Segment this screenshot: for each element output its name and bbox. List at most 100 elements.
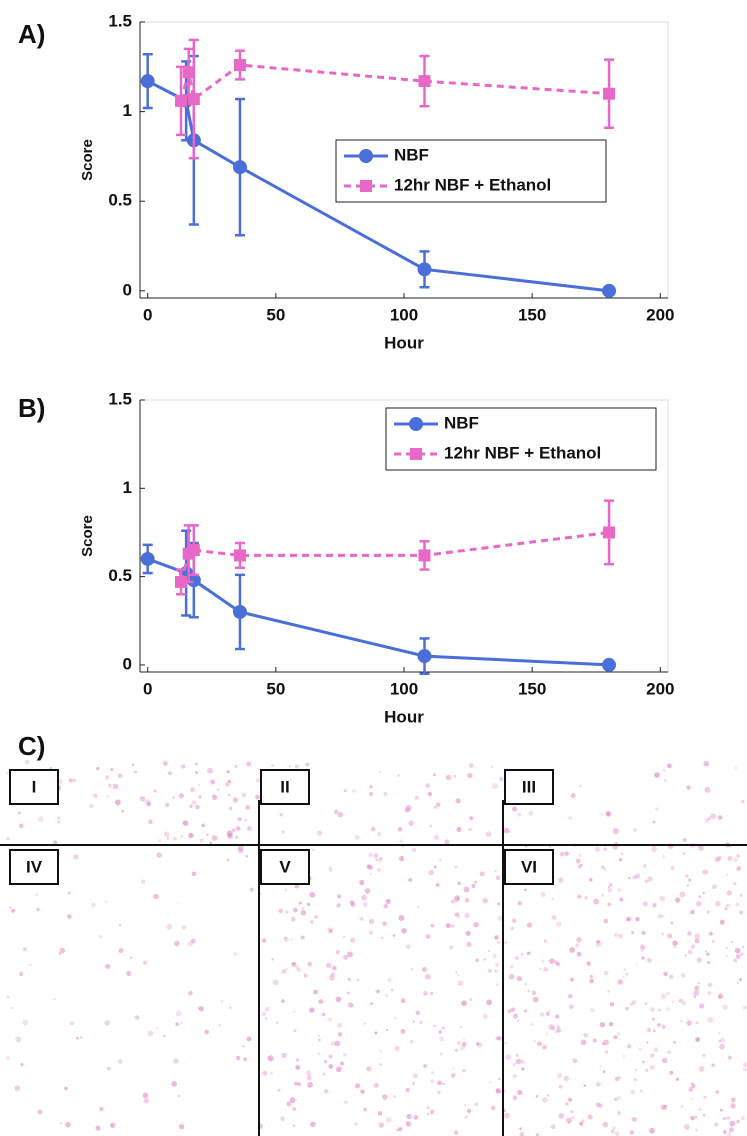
stain-dot [423,1064,427,1068]
stain-dot [526,922,533,928]
marker [233,549,246,562]
stain-dot [640,944,646,950]
stain-dot [486,999,493,1006]
stain-dot [328,866,332,870]
stain-dot [143,1098,149,1104]
stain-dot [281,999,285,1003]
panel-label: B) [18,393,45,423]
stain-dot [104,1020,110,1026]
stain-dot [654,807,659,811]
stain-dot [279,812,284,817]
stain-dot [237,848,244,854]
stain-dot [735,902,740,907]
stain-dot [657,1008,661,1012]
stain-dot [454,912,460,917]
stain-dot [714,1122,719,1127]
stain-dot [619,897,624,902]
stain-dot [556,1028,562,1033]
x-tick-label: 200 [646,305,674,324]
stain-dot [725,946,728,950]
stain-dot [104,775,110,780]
stain-dot [89,803,94,809]
stain-dot [543,967,549,972]
stain-dot [602,1121,609,1128]
y-axis-label: Score [79,139,96,181]
stain-dot [398,1127,403,1132]
stain-dot [233,952,238,956]
stain-dot [91,902,96,908]
stain-dot [495,983,499,986]
stain-dot [444,839,450,845]
stain-dot [284,888,287,892]
stain-dot [194,762,199,766]
stain-dot [134,1015,140,1020]
stain-dot [408,877,413,882]
stain-dot [549,958,555,964]
legend-label: NBF [444,413,479,432]
stain-dot [607,885,610,888]
stain-dot [414,795,419,800]
stain-dot [555,921,562,928]
stain-dot [293,1010,296,1013]
stain-dot [261,938,267,943]
stain-dot [618,979,624,985]
stain-dot [398,914,405,921]
stain-dot [644,879,649,884]
stain-dot [645,1068,649,1072]
stain-dot [607,902,612,907]
stain-dot [255,777,261,783]
stain-dot [647,876,653,882]
stain-dot [66,913,72,919]
stain-dot [288,765,291,768]
stain-dot [603,918,609,924]
stain-dot [379,1063,382,1066]
stain-dot [647,957,652,963]
stain-dot [714,856,721,863]
stain-dot [369,873,372,876]
stain-dot [153,789,157,793]
stain-dot [740,1116,745,1121]
stain-dot [334,1040,341,1047]
stain-dot [512,1095,518,1101]
stain-dot [625,1006,629,1011]
stain-dot [510,964,514,969]
stain-dot [198,783,201,786]
stain-dot [327,927,334,933]
stain-dot [539,967,542,971]
stain-dot [644,1002,648,1005]
stain-dot [57,820,61,824]
marker [140,551,155,566]
stain-dot [688,878,692,882]
stain-dot [366,1066,372,1072]
y-tick-label: 0 [123,654,132,673]
tile-label: VI [521,857,537,876]
stain-dot [626,916,632,922]
stain-dot [457,980,464,986]
stain-dot [433,773,436,777]
marker [187,93,200,106]
stain-dot [294,884,300,889]
stain-dot [453,775,456,778]
stain-dot [76,1036,79,1040]
stain-dot [696,957,702,963]
stain-dot [309,1007,315,1013]
stain-dot [625,972,629,976]
stain-dot [670,921,674,925]
stain-dot [295,1065,301,1071]
stain-dot [483,957,487,961]
stain-dot [117,1059,123,1064]
stain-dot [531,990,537,996]
stain-dot [110,787,113,790]
stain-dot [247,826,252,831]
marker [417,262,432,277]
stain-dot [685,874,689,878]
stain-dot [227,779,232,784]
stain-dot [510,1007,516,1012]
stain-dot [736,854,740,858]
stain-dot [468,828,472,831]
stain-dot [349,900,355,906]
stain-dot [698,1003,705,1009]
stain-dot [710,813,717,820]
stain-dot [465,930,471,937]
stain-dot [725,873,729,876]
